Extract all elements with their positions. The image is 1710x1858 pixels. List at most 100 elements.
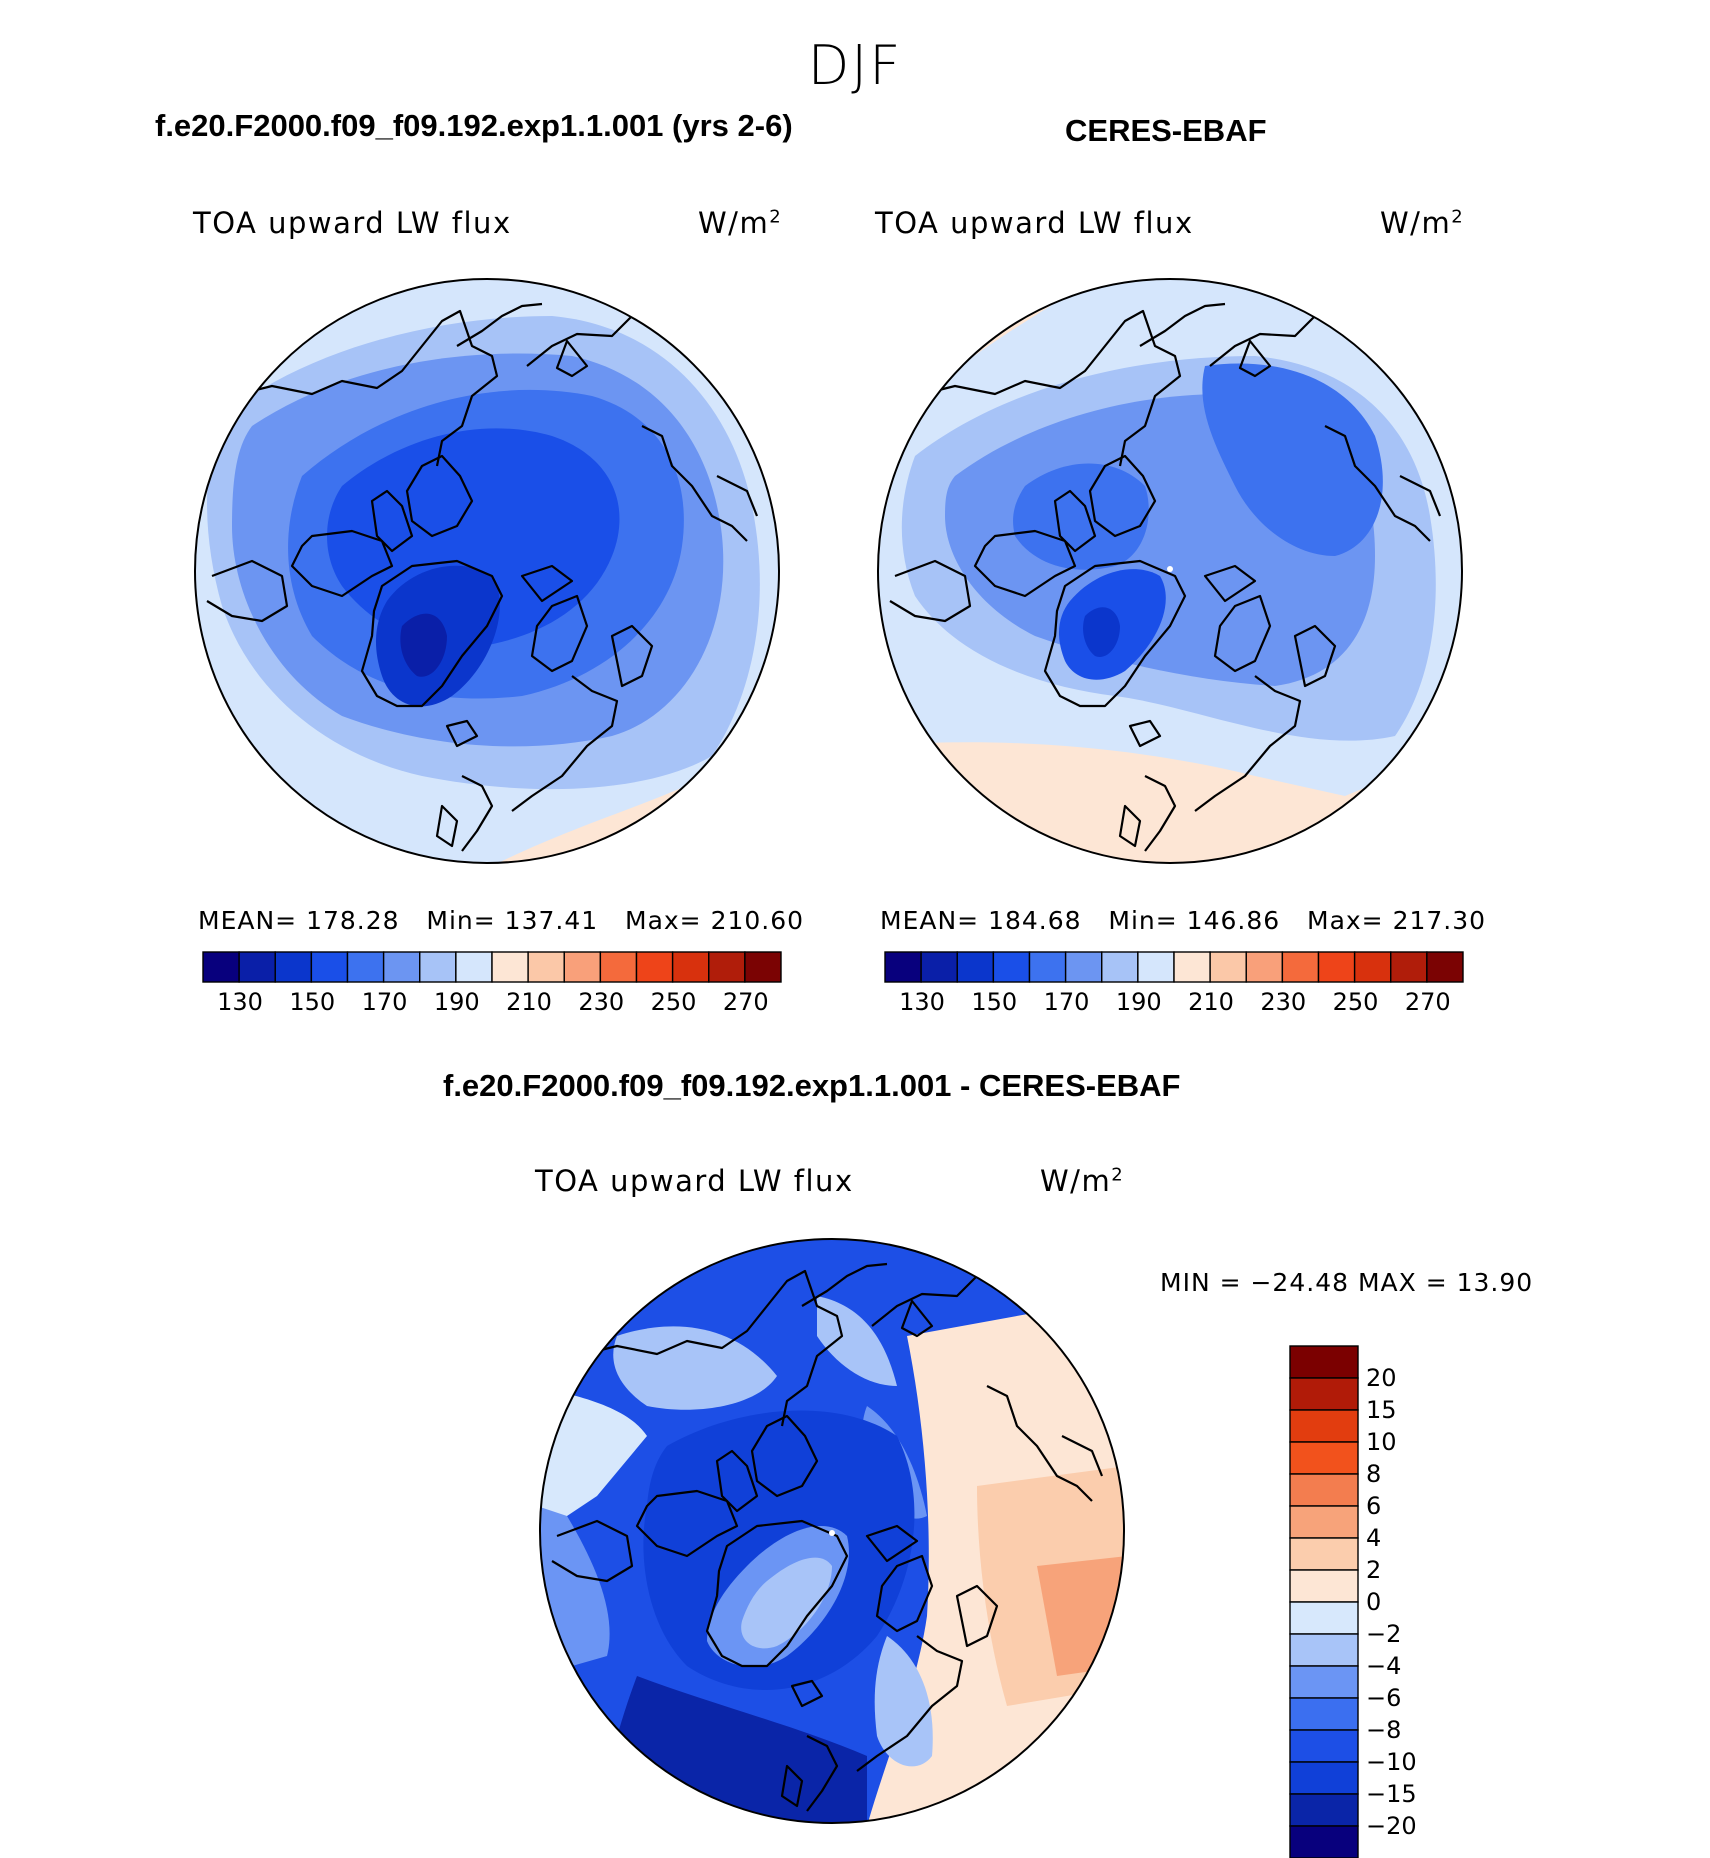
diff-colorbar-tick-label: 2 [1366, 1556, 1382, 1584]
model-colorbar-tick-label: 190 [433, 988, 480, 1016]
obs-min-label: Min= [1108, 906, 1178, 935]
model-colorbar-box [527, 951, 565, 983]
diff-colorbar-tick-label: −10 [1366, 1748, 1417, 1776]
obs-colorbar-box [1137, 951, 1175, 983]
model-colorbar-box [238, 951, 276, 983]
model-colorbar-tick-label: 170 [361, 988, 408, 1016]
obs-colorbar-box [1245, 951, 1284, 983]
diff-colorbar-box [1289, 1761, 1359, 1795]
obs-colorbar-box [992, 951, 1031, 983]
model-colorbar-box [671, 951, 710, 983]
obs-colorbar-box [1101, 951, 1139, 983]
model-colorbar-box [310, 951, 349, 983]
model-colorbar-tick-label: 250 [650, 988, 697, 1016]
diff-colorbar-box [1289, 1345, 1359, 1379]
diff-colorbar-tick-label: 6 [1366, 1492, 1382, 1520]
model-variable-label: TOA upward LW flux [193, 206, 512, 240]
model-colorbar-box [274, 951, 313, 983]
obs-colorbar-box [1064, 951, 1103, 983]
obs-min-value: 146.86 [1186, 906, 1281, 935]
diff-colorbar-box [1289, 1569, 1359, 1603]
diff-colorbar-tick-label: 0 [1366, 1588, 1382, 1616]
model-colorbar-box [635, 951, 674, 983]
model-colorbar-box [419, 951, 457, 983]
obs-colorbar-box [1209, 951, 1247, 983]
diff-colorbar-box [1289, 1537, 1359, 1571]
obs-colorbar-ticks: 130 150 170 190 210 230 250 270 [885, 988, 1463, 1018]
obs-max-value: 217.30 [1392, 906, 1487, 935]
model-colorbar-box [455, 951, 493, 983]
diff-units-label: W/m2 [1040, 1164, 1125, 1198]
diff-colorbar-box [1289, 1633, 1359, 1667]
diff-polar-map [539, 1238, 1125, 1824]
obs-colorbar-tick-label: 130 [899, 988, 945, 1016]
season-title: DJF [807, 34, 903, 97]
model-colorbar-box [346, 951, 385, 983]
obs-colorbar-tick-label: 170 [1043, 988, 1090, 1016]
diff-colorbar-box [1289, 1665, 1359, 1699]
model-colorbar-box [708, 951, 746, 983]
diff-colorbar-box [1289, 1793, 1359, 1827]
obs-polar-map [877, 278, 1463, 864]
obs-colorbar-box [1173, 951, 1211, 983]
model-colorbar-tick-label: 270 [722, 988, 769, 1016]
obs-colorbar-box [1353, 951, 1392, 983]
diff-colorbar-tick-label: 8 [1366, 1460, 1382, 1488]
diff-colorbar-box [1289, 1601, 1359, 1635]
diff-colorbar-tick-label: −20 [1366, 1812, 1417, 1840]
diff-colorbar-tick-label: −15 [1366, 1780, 1417, 1808]
obs-mean-value: 184.68 [988, 906, 1082, 935]
diff-colorbar-box [1289, 1729, 1359, 1763]
model-panel-title: f.e20.F2000.f09_f09.192.exp1.1.001 (yrs … [155, 108, 793, 143]
diff-colorbar-box [1289, 1825, 1359, 1858]
obs-colorbar-box [920, 951, 958, 983]
obs-colorbar-box [1028, 951, 1067, 983]
model-colorbar-box [382, 951, 421, 983]
obs-colorbar-tick-label: 250 [1332, 988, 1379, 1016]
diff-colorbar-tick-label: −8 [1366, 1716, 1402, 1744]
diff-colorbar-box [1289, 1505, 1359, 1539]
model-units-label: W/m2 [698, 206, 783, 240]
obs-colorbar [884, 951, 1464, 983]
obs-panel-title: CERES-EBAF [1065, 113, 1267, 148]
model-colorbar-tick-label: 130 [217, 988, 263, 1016]
model-mean-value: 178.28 [306, 906, 400, 935]
obs-colorbar-box [1426, 951, 1464, 983]
obs-mean-label: MEAN= [880, 906, 980, 935]
model-colorbar-box [744, 951, 782, 983]
model-min-value: 137.41 [504, 906, 599, 935]
obs-colorbar-box [1390, 951, 1428, 983]
model-colorbar [202, 951, 782, 983]
diff-colorbar-box [1289, 1377, 1359, 1411]
model-max-value: 210.60 [710, 906, 805, 935]
diff-colorbar-tick-label: 20 [1366, 1364, 1397, 1392]
obs-colorbar-box [1317, 951, 1356, 983]
diff-colorbar-box [1289, 1409, 1359, 1443]
obs-colorbar-box [884, 951, 922, 983]
obs-colorbar-tick-label: 270 [1404, 988, 1451, 1016]
obs-colorbar-tick-label: 150 [971, 988, 1018, 1016]
diff-colorbar-tick-label: −6 [1366, 1684, 1402, 1712]
diff-colorbar-box [1289, 1473, 1359, 1507]
model-min-label: Min= [426, 906, 496, 935]
model-colorbar-box [563, 951, 602, 983]
diff-panel-title: f.e20.F2000.f09_f09.192.exp1.1.001 - CER… [443, 1068, 1181, 1103]
model-mean-label: MEAN= [198, 906, 298, 935]
obs-colorbar-tick-label: 190 [1115, 988, 1162, 1016]
diff-variable-label: TOA upward LW flux [535, 1164, 854, 1198]
model-colorbar-box [491, 951, 529, 983]
obs-variable-label: TOA upward LW flux [875, 206, 1194, 240]
model-max-label: Max= [625, 906, 702, 935]
diff-colorbar-box [1289, 1697, 1359, 1731]
model-colorbar-ticks: 130 150 170 190 210 230 250 270 [203, 988, 781, 1018]
model-colorbar-tick-label: 210 [506, 988, 552, 1016]
diff-colorbar-tick-label: 15 [1366, 1396, 1397, 1424]
diff-colorbar-tick-label: −2 [1366, 1620, 1402, 1648]
diff-colorbar [1289, 1345, 1359, 1858]
model-stats: MEAN= 178.28 Min= 137.41 Max= 210.60 [198, 906, 804, 935]
diff-minmax: MIN = −24.48 MAX = 13.90 [1160, 1268, 1534, 1297]
diff-colorbar-box [1289, 1441, 1359, 1475]
obs-colorbar-tick-label: 210 [1188, 988, 1234, 1016]
model-colorbar-tick-label: 230 [578, 988, 625, 1016]
diff-colorbar-tick-label: 4 [1366, 1524, 1382, 1552]
